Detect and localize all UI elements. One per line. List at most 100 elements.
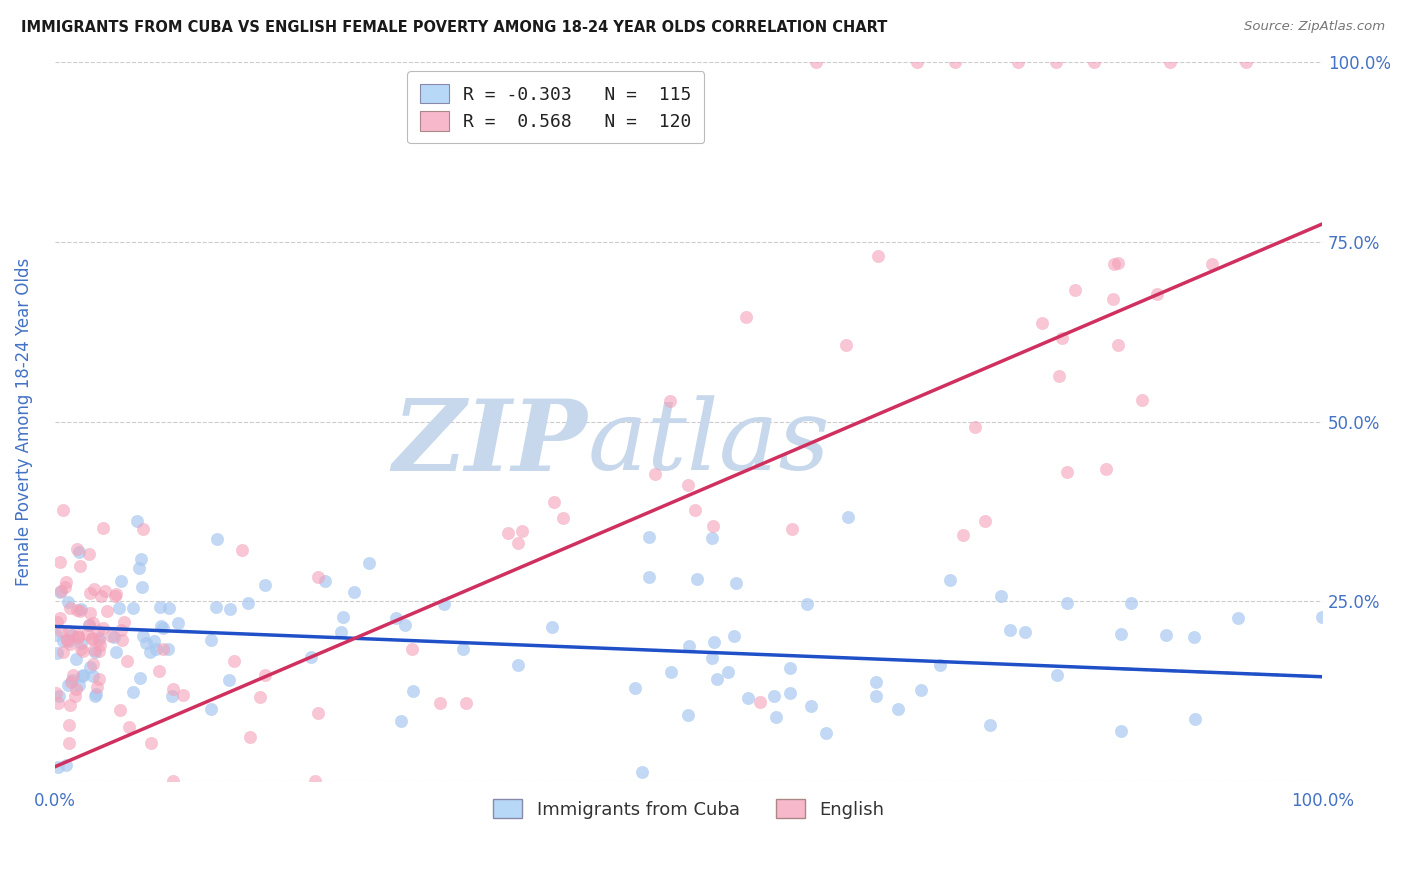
Point	[686, 572, 709, 586]
Point	[385, 611, 408, 625]
Point	[96, 604, 118, 618]
Point	[506, 658, 529, 673]
Point	[343, 584, 366, 599]
Point	[110, 574, 132, 588]
Point	[129, 671, 152, 685]
Point	[254, 668, 277, 682]
Point	[1182, 631, 1205, 645]
Point	[125, 514, 148, 528]
Point	[456, 697, 478, 711]
Point	[138, 645, 160, 659]
Point	[66, 603, 89, 617]
Point	[48, 690, 70, 704]
Point	[1201, 257, 1223, 271]
Point	[46, 646, 69, 660]
Point	[70, 636, 93, 650]
Point	[779, 686, 801, 700]
Point	[149, 600, 172, 615]
Point	[433, 597, 456, 611]
Point	[868, 249, 890, 263]
Point	[1056, 596, 1078, 610]
Point	[1046, 668, 1069, 682]
Point	[58, 634, 80, 648]
Point	[56, 595, 79, 609]
Point	[218, 673, 240, 687]
Point	[307, 706, 329, 720]
Point	[1109, 724, 1132, 739]
Point	[121, 601, 143, 615]
Point	[111, 633, 134, 648]
Point	[104, 589, 127, 603]
Point	[55, 575, 77, 590]
Point	[72, 643, 94, 657]
Point	[67, 545, 90, 559]
Point	[1047, 369, 1070, 384]
Point	[53, 580, 76, 594]
Point	[205, 532, 228, 546]
Point	[89, 672, 111, 686]
Point	[108, 703, 131, 717]
Point	[55, 757, 77, 772]
Point	[58, 718, 80, 732]
Point	[1102, 257, 1125, 271]
Point	[678, 640, 700, 654]
Point	[48, 696, 70, 710]
Point	[700, 651, 723, 665]
Point	[49, 624, 72, 639]
Point	[70, 641, 93, 656]
Point	[706, 672, 728, 686]
Point	[162, 690, 184, 704]
Point	[402, 683, 425, 698]
Point	[77, 548, 100, 562]
Point	[800, 698, 823, 713]
Point	[46, 760, 69, 774]
Point	[239, 730, 262, 744]
Point	[60, 675, 83, 690]
Point	[451, 641, 474, 656]
Point	[1083, 55, 1105, 70]
Point	[510, 524, 533, 538]
Point	[676, 707, 699, 722]
Point	[45, 615, 67, 630]
Point	[703, 635, 725, 649]
Point	[66, 630, 89, 644]
Point	[162, 682, 184, 697]
Point	[143, 633, 166, 648]
Point	[86, 624, 108, 638]
Point	[82, 616, 104, 631]
Point	[910, 682, 932, 697]
Point	[218, 602, 240, 616]
Point	[394, 617, 416, 632]
Point	[56, 632, 79, 647]
Y-axis label: Female Poverty Among 18-24 Year Olds: Female Poverty Among 18-24 Year Olds	[15, 258, 32, 586]
Point	[835, 338, 858, 352]
Text: IMMIGRANTS FROM CUBA VS ENGLISH FEMALE POVERTY AMONG 18-24 YEAR OLDS CORRELATION: IMMIGRANTS FROM CUBA VS ENGLISH FEMALE P…	[21, 20, 887, 35]
Point	[717, 665, 740, 679]
Point	[77, 618, 100, 632]
Point	[963, 419, 986, 434]
Point	[69, 604, 91, 618]
Point	[72, 669, 94, 683]
Point	[304, 774, 326, 789]
Point	[1007, 55, 1029, 70]
Point	[1111, 627, 1133, 641]
Point	[1102, 292, 1125, 306]
Point	[87, 643, 110, 657]
Point	[60, 628, 83, 642]
Point	[990, 589, 1012, 603]
Point	[249, 690, 271, 705]
Point	[905, 55, 928, 70]
Point	[1159, 55, 1181, 70]
Point	[678, 478, 700, 492]
Point	[52, 634, 75, 648]
Point	[506, 535, 529, 549]
Point	[79, 660, 101, 674]
Point	[865, 690, 887, 704]
Point	[804, 55, 827, 70]
Point	[172, 688, 194, 702]
Point	[83, 644, 105, 658]
Point	[60, 673, 83, 687]
Point	[204, 599, 226, 614]
Point	[1184, 712, 1206, 726]
Text: atlas: atlas	[588, 395, 830, 491]
